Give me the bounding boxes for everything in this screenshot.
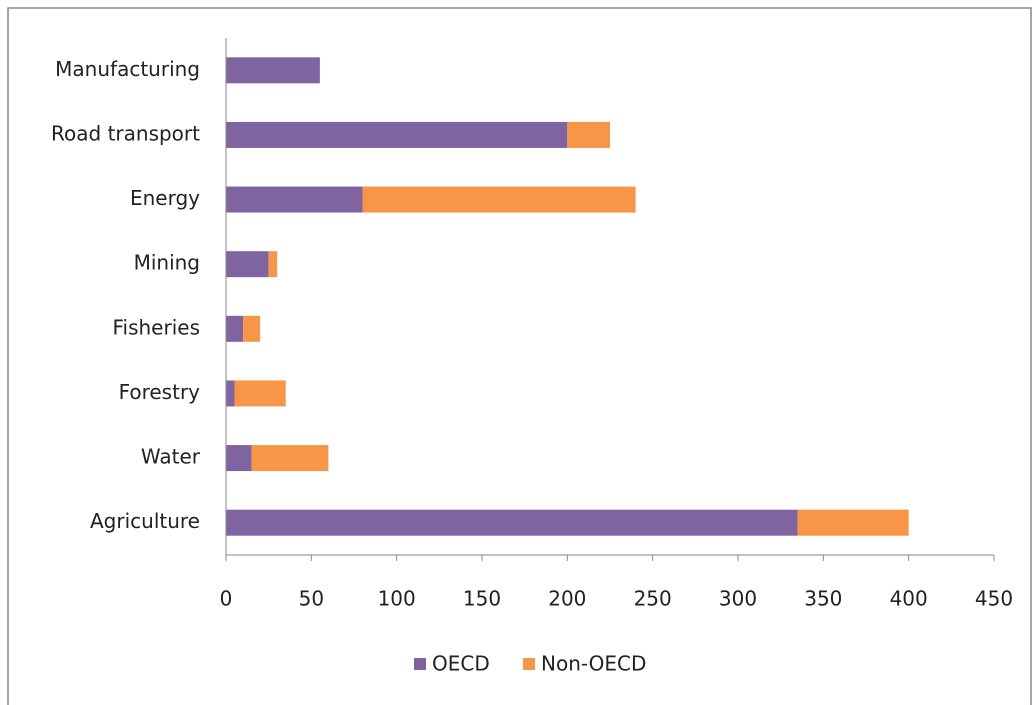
y-tick-label: Forestry <box>119 380 201 404</box>
y-tick-label: Water <box>141 445 201 469</box>
bar <box>243 315 261 342</box>
bar <box>226 445 252 472</box>
y-tick-label: Mining <box>134 251 200 275</box>
legend-swatch <box>414 658 426 670</box>
bar <box>226 315 244 342</box>
bar <box>226 509 798 536</box>
y-tick-label: Fisheries <box>112 315 200 339</box>
bar <box>226 186 363 213</box>
y-tick-label: Energy <box>130 186 200 210</box>
x-tick-label: 250 <box>634 587 672 611</box>
x-tick-label: 200 <box>548 587 586 611</box>
chart-frame <box>7 7 1032 705</box>
x-tick-label: 450 <box>975 587 1013 611</box>
y-tick-label: Road transport <box>51 121 200 145</box>
x-tick-label: 0 <box>220 587 233 611</box>
bar <box>362 186 636 213</box>
x-tick-label: 350 <box>804 587 842 611</box>
x-tick-label: 50 <box>299 587 324 611</box>
x-tick-label: 300 <box>719 587 757 611</box>
bar <box>226 121 568 148</box>
x-tick-label: 100 <box>378 587 416 611</box>
x-tick-label: 150 <box>463 587 501 611</box>
x-tick-label: 400 <box>890 587 928 611</box>
bar <box>567 121 610 148</box>
bar <box>251 445 329 472</box>
legend-label: OECD <box>432 652 490 676</box>
bar <box>268 251 278 278</box>
bar <box>234 380 286 407</box>
bar <box>226 57 320 84</box>
legend-label: Non-OECD <box>541 652 646 676</box>
bar <box>226 380 235 407</box>
bar <box>797 509 909 536</box>
y-tick-label: Manufacturing <box>55 57 200 81</box>
legend-swatch <box>523 658 535 670</box>
y-tick-label: Agriculture <box>90 509 200 533</box>
bar <box>226 251 269 278</box>
